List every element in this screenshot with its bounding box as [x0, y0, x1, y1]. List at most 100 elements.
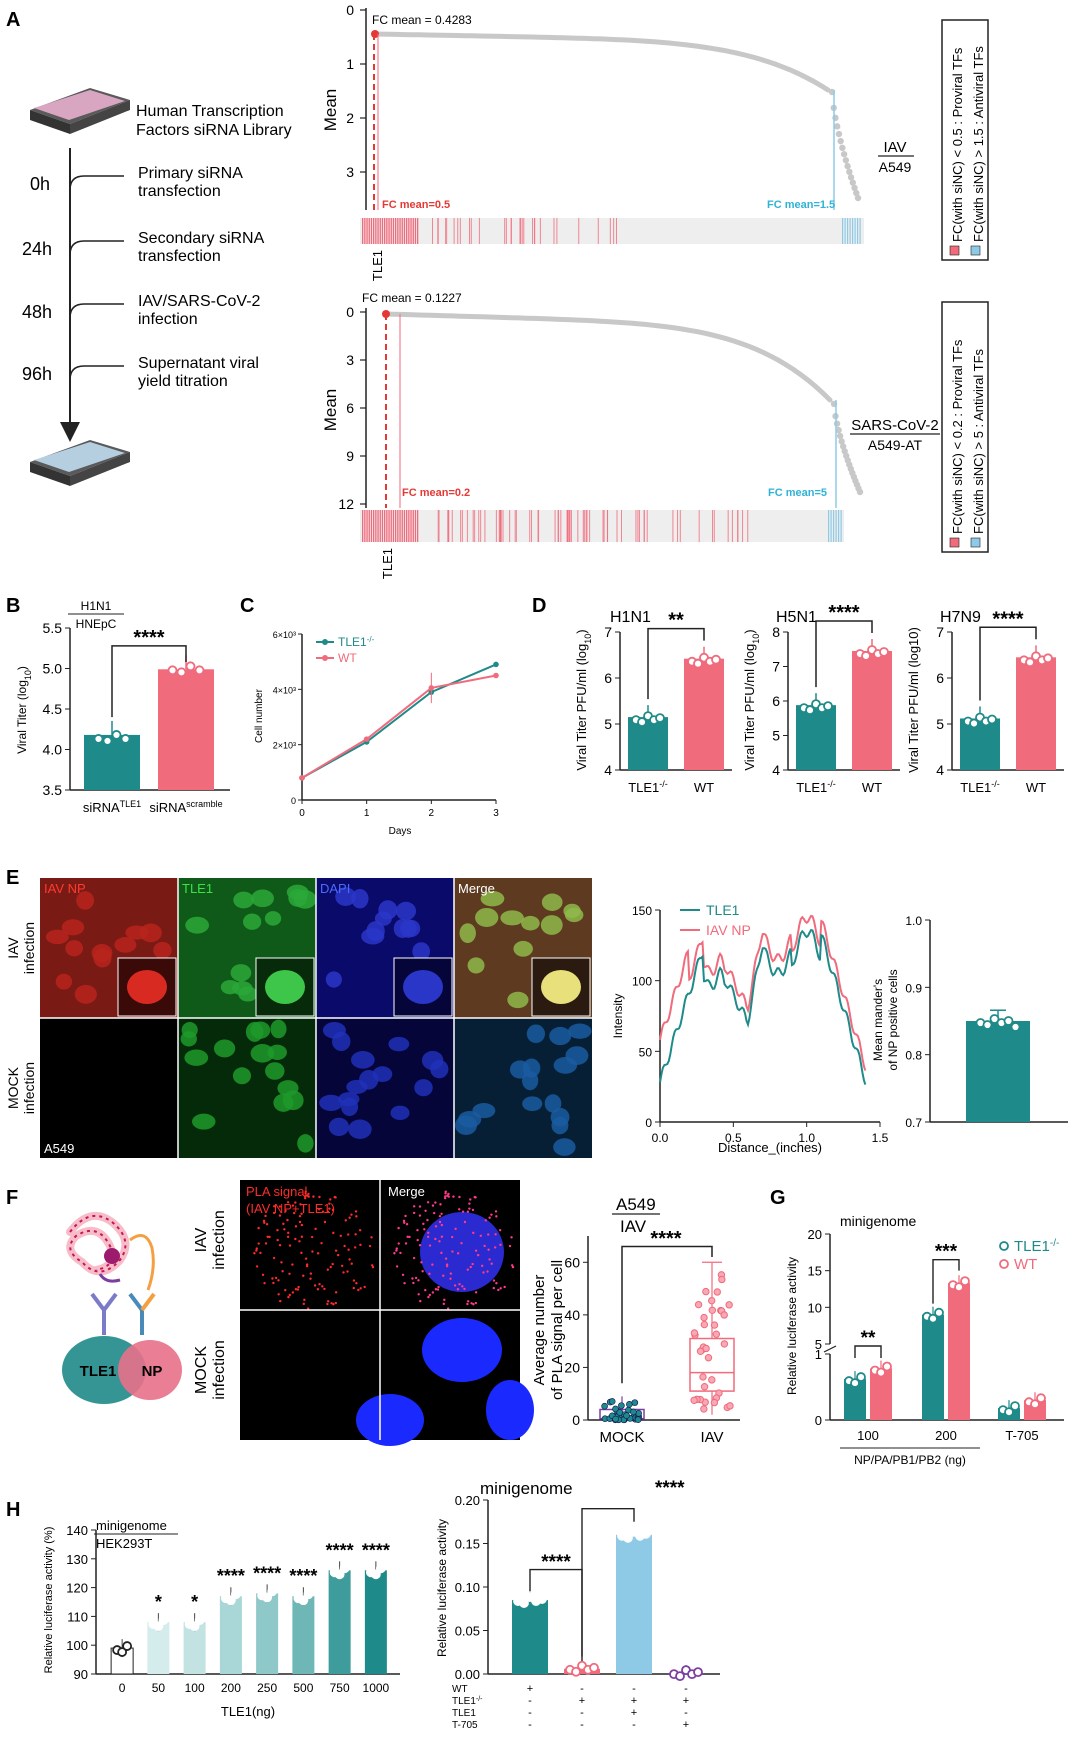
pla-dot [437, 1285, 440, 1289]
proviral-tick [375, 218, 377, 244]
hr-row-label: T-705 [452, 1720, 478, 1731]
d-cat1: TLE1-/- [796, 779, 836, 795]
nucleus [521, 915, 540, 931]
hl-cat: 250 [257, 1681, 277, 1695]
hr-row-mark: - [528, 1719, 532, 1731]
f-ytick-label: 20 [564, 1359, 580, 1375]
proviral-tick [597, 218, 599, 244]
hr-ytick-label: 0.10 [455, 1580, 480, 1595]
pla-dot [397, 1242, 400, 1245]
pla-dot [310, 1235, 314, 1239]
hl-point [298, 1595, 309, 1606]
hl-title2: HEK293T [96, 1536, 152, 1551]
d-title: H5N1 [776, 609, 817, 626]
pla-dot [281, 1270, 284, 1273]
proviral-tick [445, 218, 447, 244]
d-ytick-label: 6 [772, 693, 780, 709]
well-plate-icon-top [30, 88, 130, 134]
hl-point [225, 1595, 236, 1606]
pla-dot [395, 1265, 399, 1268]
f-ylabel2: of PLA signal per cell [549, 1260, 566, 1400]
pla-dot [449, 1277, 452, 1280]
hl-point [339, 1563, 350, 1574]
proviral-tick [459, 218, 461, 244]
c-ytick-label: 4×10³ [273, 685, 296, 695]
d-ytick-label: 6 [936, 670, 944, 686]
hl-bar [256, 1593, 279, 1674]
pla-dot [453, 1284, 457, 1287]
nucleus [251, 889, 274, 908]
nucleus [374, 911, 392, 926]
nucleus [390, 1105, 410, 1121]
pla-dot [497, 1288, 500, 1292]
a-ytick-label: 9 [346, 448, 354, 464]
e-xtick-label: 1.0 [798, 1131, 815, 1145]
nucleus [233, 891, 254, 909]
nucleus [325, 971, 342, 988]
nucleus [114, 937, 137, 953]
hl-bar [292, 1596, 315, 1674]
d-ytick-label: 4 [936, 762, 944, 778]
pla-dot [334, 1291, 338, 1294]
pla-dot [276, 1238, 279, 1242]
pla-dot [451, 1250, 454, 1253]
pla-dot [303, 1298, 306, 1302]
proviral-tick [495, 510, 497, 542]
hl-point [194, 1615, 205, 1626]
hl-sig: * [191, 1592, 198, 1612]
proviral-tick [384, 510, 386, 542]
c-xlabel: Days [389, 826, 412, 837]
f-pla: PLA signal [246, 1184, 308, 1199]
g-legend-wt-mark [999, 1259, 1009, 1269]
c-xtick-label: 2 [429, 808, 435, 819]
pla-dot [492, 1279, 496, 1282]
proviral-tick [570, 510, 572, 542]
nucleus [297, 1134, 314, 1153]
pla-dot [279, 1299, 282, 1303]
d-ytick-label: 5 [772, 728, 780, 744]
pla-dot [291, 1204, 295, 1207]
proviral-tick [560, 510, 562, 542]
library-line2: Factors siRNA Library [136, 122, 292, 139]
pla-dot [268, 1235, 271, 1239]
nucleus [553, 1138, 576, 1156]
c-xtick-label: 3 [493, 808, 499, 819]
hl-point [262, 1592, 273, 1603]
proviral-tick [375, 510, 377, 542]
hl-point [267, 1586, 278, 1597]
pla-dot [483, 1244, 486, 1248]
pla-dot [331, 1208, 335, 1212]
proviral-tick [395, 510, 397, 542]
proviral-tick [466, 510, 468, 542]
pla-dot [461, 1285, 464, 1288]
pla-dot [306, 1307, 310, 1310]
proviral-tick [414, 510, 417, 542]
f-point-iav [700, 1405, 708, 1413]
c-legend-wt: WT [338, 651, 357, 665]
pla-dot [426, 1235, 430, 1239]
pla-dot [452, 1195, 455, 1198]
proviral-tick [381, 510, 384, 542]
proviral-tick [586, 510, 588, 542]
nucleus [544, 1094, 562, 1113]
panel-letter-a: A [6, 9, 20, 31]
pla-dot [294, 1225, 298, 1228]
proviral-tick [613, 218, 615, 244]
nucleus [564, 907, 584, 923]
nucleus [430, 1059, 449, 1079]
nucleus [372, 1066, 393, 1083]
pla-dot [458, 1282, 461, 1286]
pla-dot [494, 1210, 498, 1213]
pla-dot [468, 1207, 471, 1210]
hr-row-mark: + [683, 1695, 689, 1707]
pla-dot [359, 1243, 362, 1247]
proviral-tick [408, 510, 410, 542]
nucleus [153, 941, 172, 959]
c-xtick-label: 1 [364, 808, 370, 819]
pla-dot [479, 1234, 482, 1237]
screen-chart-sars: Mean 0 3 6 9 12 FC mean = 0.1227 FC mean=0.2… [321, 291, 989, 579]
pla-dot [304, 1195, 307, 1198]
proviral-tick [373, 510, 375, 542]
pla-dot [264, 1214, 267, 1218]
f-point-iav [725, 1301, 733, 1309]
